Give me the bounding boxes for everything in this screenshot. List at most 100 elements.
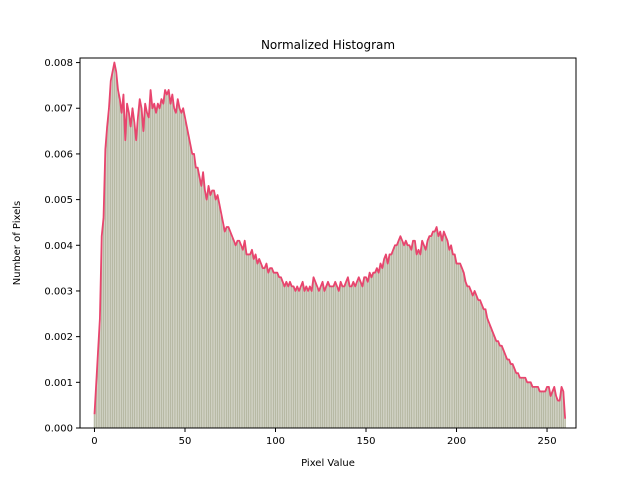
- histogram-bar: [432, 231, 434, 428]
- histogram-bar: [276, 272, 279, 428]
- histogram-bar: [504, 354, 507, 428]
- histogram-bar: [405, 240, 407, 428]
- histogram-bar: [397, 240, 400, 428]
- histogram-bar: [513, 368, 516, 428]
- histogram-bar: [258, 258, 260, 428]
- histogram-bar: [560, 386, 563, 428]
- histogram-bar: [209, 195, 212, 428]
- histogram-bar: [272, 272, 275, 428]
- histogram-bar: [528, 382, 530, 428]
- histogram-bar: [540, 391, 543, 428]
- histogram-bar: [558, 400, 561, 428]
- histogram-bar: [537, 386, 539, 428]
- histogram-bar: [245, 254, 248, 428]
- histogram-bar: [379, 263, 382, 428]
- histogram-bar: [410, 249, 413, 428]
- histogram-bar: [549, 396, 552, 428]
- histogram-bar: [204, 190, 206, 428]
- histogram-bar: [164, 89, 166, 428]
- histogram-bar: [309, 286, 311, 428]
- histogram-bar: [113, 62, 116, 428]
- histogram-bar: [180, 112, 183, 428]
- histogram-bar: [305, 286, 308, 428]
- histogram-bar: [233, 240, 235, 428]
- histogram-bar: [425, 249, 427, 428]
- histogram-bar: [548, 386, 550, 428]
- x-tick-label: 0: [91, 436, 97, 447]
- histogram-bar: [415, 254, 418, 428]
- histogram-bar: [484, 309, 487, 428]
- histogram-bar: [280, 277, 282, 428]
- histogram-bar: [448, 249, 451, 428]
- histogram-bar: [464, 281, 467, 428]
- histogram-bar: [289, 281, 291, 428]
- histogram-bar: [323, 290, 326, 428]
- x-tick-label: 250: [537, 436, 556, 447]
- histogram-bar: [403, 245, 405, 428]
- histogram-bar: [544, 391, 546, 428]
- histogram-bar: [426, 240, 429, 428]
- histogram-bar: [338, 290, 340, 428]
- histogram-bar: [385, 254, 387, 428]
- histogram-bar: [330, 286, 333, 428]
- y-tick-label: 0.003: [44, 286, 73, 297]
- histogram-bar: [488, 322, 490, 428]
- histogram-bar: [95, 382, 98, 428]
- histogram-bar: [243, 240, 246, 428]
- histogram-bar: [466, 286, 469, 428]
- histogram-bar: [341, 286, 344, 428]
- histogram-bar: [173, 108, 175, 428]
- y-tick-label: 0.000: [44, 424, 73, 435]
- histogram-bar: [234, 245, 237, 428]
- histogram-bar: [182, 108, 184, 428]
- histogram-bar: [535, 386, 537, 428]
- histogram-bar: [198, 176, 201, 428]
- histogram-bar: [345, 281, 347, 428]
- histogram-bar: [511, 364, 514, 428]
- histogram-bar: [428, 236, 431, 428]
- histogram-bar: [332, 286, 335, 428]
- histogram-bar: [325, 286, 327, 428]
- histogram-bar: [292, 286, 295, 428]
- histogram-bar: [247, 254, 250, 428]
- histogram-bar: [421, 240, 423, 428]
- histogram-bar: [390, 254, 393, 428]
- histogram-bar: [401, 240, 403, 428]
- histogram-bar: [399, 236, 402, 428]
- histogram-bar: [343, 286, 346, 428]
- histogram-bar: [117, 89, 119, 428]
- histogram-bar: [482, 309, 485, 428]
- histogram-bar: [146, 112, 148, 428]
- histogram-bar: [100, 236, 103, 428]
- histogram-bar: [522, 377, 525, 428]
- histogram-bar: [200, 185, 203, 428]
- histogram-bar: [283, 286, 286, 428]
- histogram-bar: [162, 103, 165, 429]
- histogram-bar: [414, 240, 416, 428]
- histogram-bar: [455, 263, 458, 428]
- histogram-line: [93, 61, 567, 419]
- histogram-bar: [131, 108, 134, 428]
- histogram-bar: [205, 199, 208, 428]
- histogram-bar: [296, 286, 298, 428]
- histogram-bar: [265, 263, 268, 428]
- histogram-bar: [374, 272, 376, 428]
- histogram-bar: [430, 236, 432, 428]
- histogram-bar: [354, 286, 356, 428]
- y-tick-label: 0.002: [44, 332, 73, 343]
- y-tick-label: 0.004: [44, 241, 73, 252]
- histogram-bar: [499, 345, 501, 428]
- histogram-bar: [368, 272, 371, 428]
- histogram-bar: [318, 290, 320, 428]
- histogram-bar: [177, 99, 179, 429]
- histogram-bar: [381, 268, 384, 428]
- histogram-bar: [155, 112, 157, 428]
- histogram-bar: [193, 153, 195, 428]
- histogram-bar: [271, 268, 273, 428]
- histogram-bar: [376, 268, 378, 428]
- histogram-bar: [278, 277, 280, 428]
- histogram-bar: [175, 112, 177, 428]
- histogram-bar: [502, 350, 505, 428]
- histogram-bar: [300, 286, 302, 428]
- histogram-bar: [128, 112, 130, 428]
